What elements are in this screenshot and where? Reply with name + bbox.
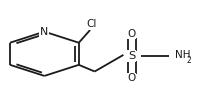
Text: 2: 2 xyxy=(187,56,192,65)
Text: NH: NH xyxy=(175,50,191,60)
Text: O: O xyxy=(128,73,136,83)
Text: O: O xyxy=(128,29,136,39)
Text: N: N xyxy=(40,27,49,37)
Text: Cl: Cl xyxy=(87,19,97,29)
Text: S: S xyxy=(128,51,135,61)
